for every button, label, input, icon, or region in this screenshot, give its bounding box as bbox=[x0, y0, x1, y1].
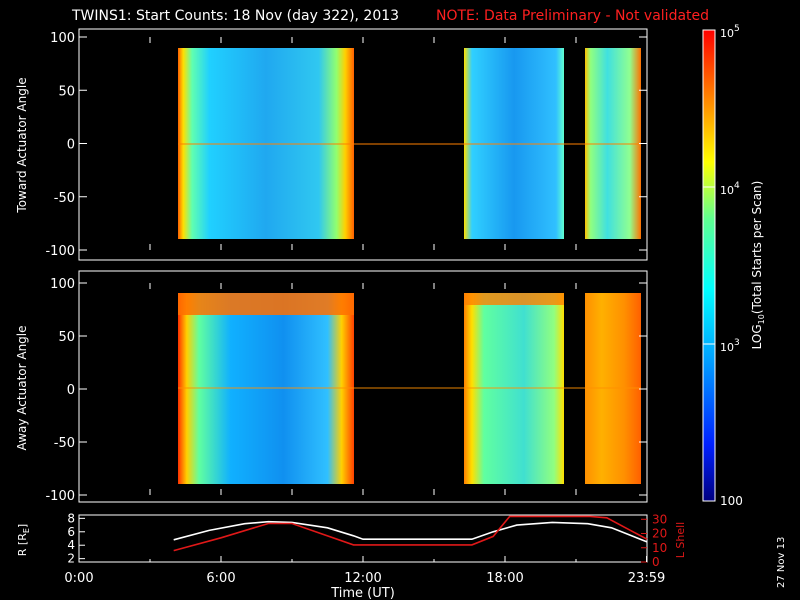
preliminary-note: NOTE: Data Preliminary - Not validated bbox=[436, 8, 710, 24]
x-axis-label: Time (UT) bbox=[330, 586, 395, 600]
x-tick-label: 23:59 bbox=[628, 571, 665, 586]
away-ytick-label: -100 bbox=[45, 489, 75, 504]
toward-ytick-label: 0 bbox=[67, 138, 75, 153]
colorbar-tick-label: 103 bbox=[720, 338, 740, 354]
r-ylabel: R [RE] bbox=[16, 524, 31, 556]
colorbar-label-main: LOG bbox=[750, 324, 764, 349]
date-stamp: 27 Nov 13 bbox=[776, 536, 787, 588]
toward-ytick-label: -100 bbox=[45, 244, 75, 259]
r-ylabel-sub: E bbox=[22, 528, 31, 533]
r-ytick-label: 2 bbox=[67, 552, 75, 566]
colorbar-ticks: 105 104 103 100 bbox=[703, 24, 743, 508]
lshell-series-line bbox=[173, 515, 648, 552]
toward-panel-frame bbox=[78, 28, 648, 261]
away-ytick-label: -50 bbox=[54, 436, 75, 451]
away-ylabel: Away Actuator Angle bbox=[15, 325, 29, 450]
title-bar: TWINS1: Start Counts: 18 Nov (day 322), … bbox=[0, 8, 800, 26]
r-series-line bbox=[173, 520, 648, 543]
away-block-3 bbox=[585, 293, 641, 484]
away-panel-frame bbox=[78, 270, 648, 503]
x-tick-label: 18:00 bbox=[486, 571, 523, 586]
r-ylabel-main: R [R bbox=[16, 533, 29, 556]
lshell-ytick-label: 20 bbox=[652, 527, 667, 541]
away-ytick-label: 0 bbox=[67, 383, 75, 398]
away-ytick-label: 50 bbox=[58, 330, 75, 345]
away-block-2-top-band bbox=[464, 293, 564, 305]
lshell-ytick-label: 10 bbox=[652, 541, 667, 555]
away-block-1-top-band bbox=[178, 293, 354, 315]
colorbar-label-end: (Total Starts per Scan) bbox=[750, 181, 764, 315]
x-tick-label: 6:00 bbox=[206, 571, 235, 586]
colorbar-label: LOG10(Total Starts per Scan) bbox=[750, 181, 766, 350]
toward-ylabel: Toward Actuator Angle bbox=[15, 77, 29, 213]
colorbar-bottom-label: 100 bbox=[720, 494, 743, 508]
lshell-ytick-label: 30 bbox=[652, 512, 667, 526]
away-block-2 bbox=[464, 293, 564, 484]
orbit-lines bbox=[173, 515, 648, 552]
toward-ytick-label: -50 bbox=[54, 191, 75, 206]
away-panel: Away Actuator Angle 100 50 0 -50 -100 bbox=[15, 270, 648, 504]
r-ytick-label: 8 bbox=[67, 511, 75, 525]
lshell-ylabel: L Shell bbox=[674, 522, 687, 558]
x-tick-label: 0:00 bbox=[64, 571, 93, 586]
toward-panel: Toward Actuator Angle 100 50 0 -50 -100 bbox=[15, 28, 648, 261]
toward-ytick-label: 50 bbox=[58, 84, 75, 99]
colorbar-tick-label: 105 bbox=[720, 24, 740, 40]
lshell-ytick-label: 0 bbox=[652, 555, 660, 569]
away-heatmap bbox=[178, 293, 641, 484]
away-ytick-label: 100 bbox=[50, 277, 75, 292]
toward-ytick-label: 100 bbox=[50, 31, 75, 46]
x-tick-label: 12:00 bbox=[344, 571, 381, 586]
r-ytick-label: 6 bbox=[67, 525, 75, 539]
r-ytick-label: 4 bbox=[67, 538, 75, 552]
toward-heatmap bbox=[178, 48, 641, 239]
r-ylabel-end: ] bbox=[16, 524, 29, 528]
away-yticks: 100 50 0 -50 -100 bbox=[45, 277, 647, 504]
away-block-1 bbox=[178, 293, 354, 484]
plot-title: TWINS1: Start Counts: 18 Nov (day 322), … bbox=[72, 8, 400, 24]
toward-yticks: 100 50 0 -50 -100 bbox=[45, 31, 647, 259]
colorbar-gradient bbox=[702, 29, 716, 502]
colorbar-tick-label: 104 bbox=[720, 181, 740, 197]
colorbar-label-sub: 10 bbox=[757, 314, 766, 324]
colorbar: 105 104 103 100 LOG10(Total Starts per Scan… bbox=[702, 24, 766, 508]
